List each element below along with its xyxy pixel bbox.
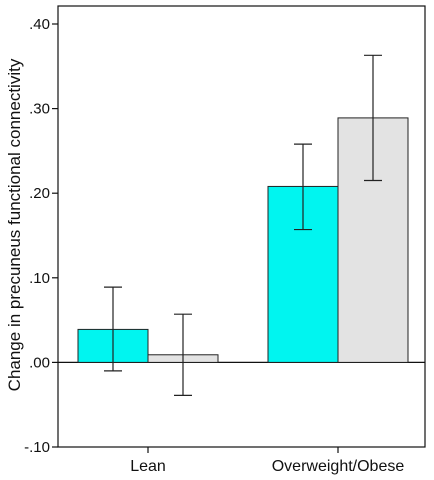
y-axis-label: Change in precuneus functional connectiv…	[5, 58, 24, 391]
bars-group	[77, 117, 409, 363]
y-tick-label: .30	[29, 101, 50, 118]
y-tick-label: .20	[29, 185, 50, 202]
x-tick-label: Overweight/Obese	[272, 458, 405, 475]
x-tick-label: Lean	[130, 458, 166, 475]
x-axis: Lean Overweight/Obese	[130, 447, 404, 475]
plot-border	[57, 5, 426, 448]
y-tick-label: .00	[29, 354, 50, 371]
y-axis: -.10 .00 .10 .20 .30 .40	[24, 16, 58, 456]
y-tick-label: .10	[29, 270, 50, 287]
y-tick-label: -.10	[24, 439, 50, 456]
y-tick-label: .40	[29, 16, 50, 33]
error-bars-group	[104, 54, 382, 396]
